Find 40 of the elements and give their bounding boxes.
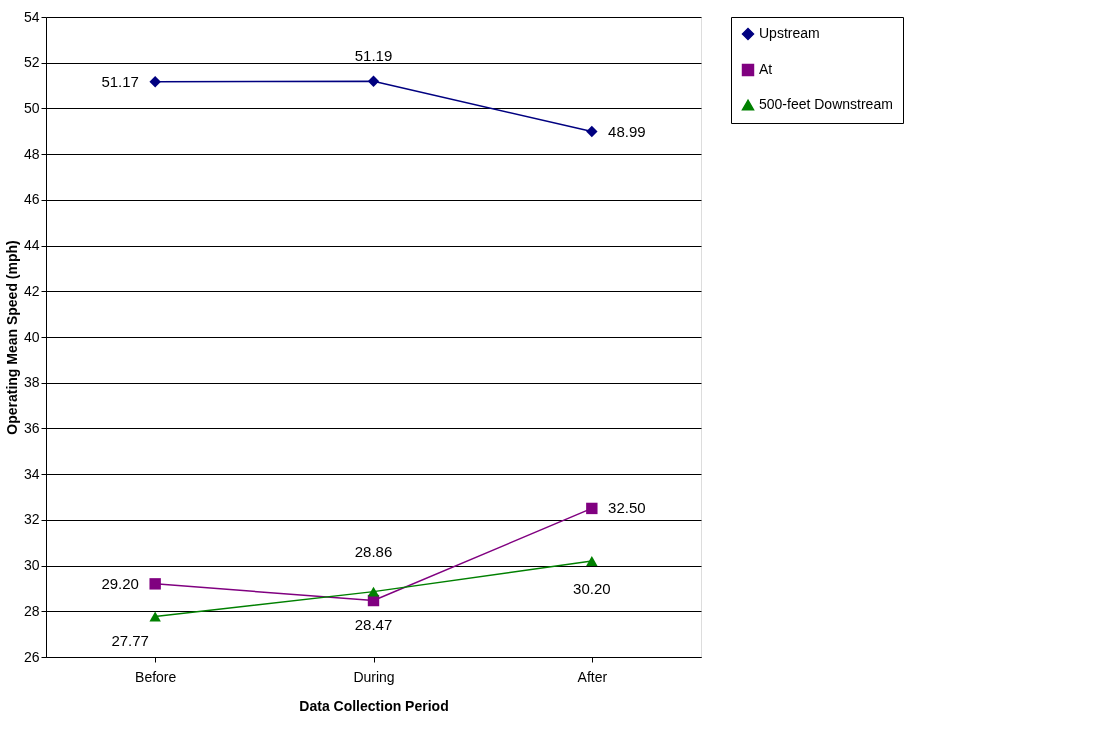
data-label: 51.19 xyxy=(354,47,393,65)
y-tick-label: 34 xyxy=(23,465,40,482)
y-tick-label: 40 xyxy=(23,328,40,345)
y-tick-label: 44 xyxy=(23,237,40,254)
y-tick-label: 28 xyxy=(23,602,40,619)
data-label: 28.86 xyxy=(354,542,393,560)
y-tick-label: 30 xyxy=(23,557,40,574)
data-label: 28.47 xyxy=(354,615,393,633)
data-label: 48.99 xyxy=(608,122,646,140)
y-tick-label: 54 xyxy=(23,8,40,25)
legend-label: Upstream xyxy=(759,25,820,41)
x-tick-label: During xyxy=(353,668,395,685)
legend-label: At xyxy=(759,61,773,77)
data-label: 29.20 xyxy=(101,574,139,592)
y-tick-label: 52 xyxy=(23,54,40,71)
y-axis-title: Operating Mean Speed (mph) xyxy=(3,240,20,435)
x-tick-label: After xyxy=(577,668,608,685)
y-tick-label: 38 xyxy=(23,374,40,391)
y-tick-label: 32 xyxy=(23,511,40,528)
point xyxy=(586,556,598,566)
data-label: 30.20 xyxy=(573,580,611,597)
data-label: 27.77 xyxy=(111,631,149,649)
y-tick-label: 46 xyxy=(23,191,40,208)
point xyxy=(149,611,161,622)
y-tick-label: 50 xyxy=(23,99,40,116)
y-tick-label: 26 xyxy=(23,648,40,665)
data-label: 51.17 xyxy=(101,72,139,90)
y-tick-label: 42 xyxy=(23,282,40,299)
point xyxy=(586,125,598,138)
legend-label: 500-feet Downstream xyxy=(759,96,893,112)
y-tick-label: 36 xyxy=(23,419,40,436)
x-tick-label: Before xyxy=(135,668,177,685)
data-label: 32.50 xyxy=(608,499,646,517)
x-axis-title: Data Collection Period xyxy=(299,697,449,714)
point xyxy=(367,75,380,87)
point xyxy=(149,75,161,88)
point xyxy=(586,502,598,515)
y-tick-label: 48 xyxy=(23,145,40,162)
point xyxy=(149,578,161,590)
point xyxy=(367,586,380,597)
